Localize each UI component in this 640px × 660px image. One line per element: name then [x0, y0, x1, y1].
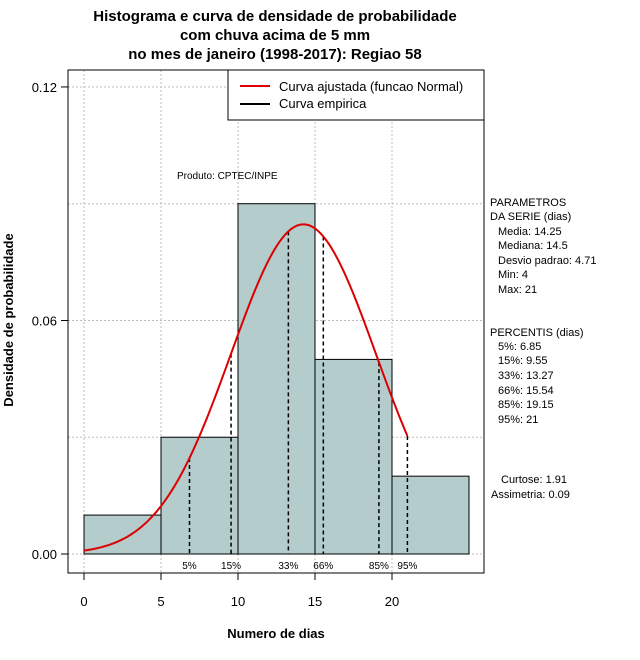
percentile-label-85: 85% [369, 561, 389, 572]
normal-curve [83, 223, 409, 552]
curtose: Curtose: 1.91 [501, 474, 567, 486]
histogram-bars [83, 203, 470, 555]
legend-empirical-label: Curva empirica [279, 96, 367, 111]
percentil-85: 85%: 19.15 [498, 399, 554, 411]
param-max: Max: 21 [498, 284, 537, 296]
normal-curve-group [83, 223, 409, 552]
y-axis-label: Densidade de probabilidade [1, 233, 16, 406]
percentile-label-33: 33% [278, 561, 298, 572]
percentile-label-15: 15% [221, 561, 241, 572]
x-tick-label-5: 5 [157, 594, 164, 609]
param-media: Media: 14.25 [498, 226, 562, 238]
chart-title-line-3: no mes de janeiro (1998-2017): Regiao 58 [128, 46, 421, 63]
histogram-bar-4 [391, 475, 470, 555]
histogram-bar-3 [314, 358, 393, 555]
legend-normal-label: Curva ajustada (funcao Normal) [279, 79, 463, 94]
x-tick-label-10: 10 [231, 594, 245, 609]
percentil-15: 15%: 9.55 [498, 355, 548, 367]
y-tick-label-0: 0.00 [32, 547, 57, 562]
param-desvio: Desvio padrao: 4.71 [498, 255, 596, 267]
assimetria: Assimetria: 0.09 [491, 489, 570, 501]
percentile-label-5: 5% [182, 561, 197, 572]
percentil-95: 95%: 21 [498, 414, 538, 426]
side-panel: PARAMETROS DA SERIE (dias) Media: 14.25 … [490, 197, 596, 501]
histogram-bar-1 [160, 436, 239, 555]
x-axis-label: Numero de dias [227, 626, 325, 641]
legend-box [227, 69, 485, 121]
percentile-lines: 5% 15% 33% 66% 85% 95% [182, 231, 418, 572]
axes: 0 5 10 15 20 0.00 0.06 0.12 [32, 80, 400, 609]
param-heading-1: PARAMETROS [490, 197, 566, 209]
percentile-label-66: 66% [313, 561, 333, 572]
chart-title-line-2: com chuva acima de 5 mm [180, 27, 370, 44]
x-tick-label-15: 15 [308, 594, 322, 609]
y-tick-label-1: 0.06 [32, 313, 57, 328]
y-tick-label-2: 0.12 [32, 80, 57, 95]
param-heading-2: DA SERIE (dias) [490, 211, 571, 223]
param-mediana: Mediana: 14.5 [498, 240, 568, 252]
x-tick-label-0: 0 [80, 594, 87, 609]
percentil-33: 33%: 13.27 [498, 370, 554, 382]
percentis-heading: PERCENTIS (dias) [490, 327, 584, 339]
legend: Curva ajustada (funcao Normal) Curva emp… [227, 69, 485, 121]
x-tick-label-20: 20 [385, 594, 399, 609]
chart-title-line-1: Histograma e curva de densidade de proba… [93, 8, 456, 25]
produto-annotation: Produto: CPTEC/INPE [177, 171, 278, 182]
percentile-label-95: 95% [397, 561, 417, 572]
histogram-bar-2 [237, 203, 316, 555]
param-min: Min: 4 [498, 269, 528, 281]
percentil-66: 66%: 15.54 [498, 385, 554, 397]
percentil-5: 5%: 6.85 [498, 341, 541, 353]
